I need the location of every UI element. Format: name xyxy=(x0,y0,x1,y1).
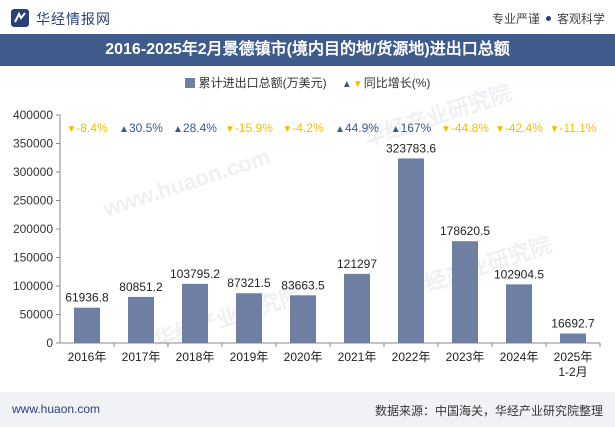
logo-icon xyxy=(11,9,29,27)
bar-value-label: 61936.8 xyxy=(65,291,109,305)
bar-value-label: 323783.6 xyxy=(386,141,436,155)
bar xyxy=(182,283,208,343)
bar xyxy=(560,333,586,343)
y-tick-label: 0 xyxy=(46,336,53,350)
x-tick-label: 2022年 xyxy=(392,350,431,364)
x-tick-label: 2019年 xyxy=(230,350,269,364)
bar xyxy=(128,296,154,343)
triangle-down-icon: ▼ xyxy=(225,124,235,135)
footer-source: 数据来源：中国海关，华经产业研究院整理 xyxy=(374,404,603,418)
y-tick-label: 250000 xyxy=(13,194,53,208)
x-tick-label: 2023年 xyxy=(446,350,485,364)
y-tick-label: 50000 xyxy=(20,308,54,322)
growth-value: -15.9% xyxy=(235,121,273,135)
bar xyxy=(74,307,100,343)
growth-label: ▼-15.9% xyxy=(225,121,273,135)
growth-value: -4.2% xyxy=(292,121,324,135)
legend-bar-swatch xyxy=(184,78,195,88)
growth-label: ▲44.9% xyxy=(335,121,379,135)
triangle-down-icon: ▼ xyxy=(441,124,451,135)
growth-label: ▲167% xyxy=(391,121,432,135)
x-tick-label: 2018年 xyxy=(176,350,215,364)
bar-value-label: 87321.5 xyxy=(227,276,271,290)
bar xyxy=(344,273,370,343)
growth-label: ▼-42.4% xyxy=(495,121,543,135)
growth-label: ▼-4.2% xyxy=(282,121,324,135)
triangle-down-icon: ▼ xyxy=(352,79,363,90)
title-bar: 2016-2025年2月景德镇市(境内目的地/货源地)进出口总额 xyxy=(0,34,615,66)
bar xyxy=(290,295,316,343)
growth-value: 30.5% xyxy=(129,121,163,135)
x-tick-label: 2024年 xyxy=(500,350,539,364)
growth-label: ▲30.5% xyxy=(119,121,163,135)
triangle-up-icon: ▲ xyxy=(335,124,345,135)
legend-item-growth: ▲▼同比增长(%) xyxy=(342,74,430,91)
legend-item-bars: 累计进出口总额(万美元) xyxy=(184,74,327,91)
slogan-left: 专业严谨 xyxy=(491,12,540,26)
y-tick-label: 400000 xyxy=(13,108,53,122)
growth-value: 44.9% xyxy=(345,121,379,135)
legend-bar-label: 累计进出口总额(万美元) xyxy=(198,76,327,90)
footer: www.huaon.com 数据来源：中国海关，华经产业研究院整理 xyxy=(0,392,615,427)
x-tick-label: 2025年 xyxy=(554,350,593,364)
triangle-down-icon: ▼ xyxy=(549,124,559,135)
x-tick-label: 2017年 xyxy=(122,350,161,364)
y-tick-label: 300000 xyxy=(13,165,53,179)
bar xyxy=(506,284,532,343)
triangle-up-icon: ▲ xyxy=(341,79,352,90)
brand-name: 华经情报网 xyxy=(36,11,111,27)
y-tick-label: 350000 xyxy=(13,137,53,151)
chart-title: 2016-2025年2月景德镇市(境内目的地/货源地)进出口总额 xyxy=(105,41,510,58)
bar-value-label: 121297 xyxy=(337,257,377,271)
triangle-down-icon: ▼ xyxy=(66,124,76,135)
x-tick-label: 2020年 xyxy=(284,350,323,364)
y-tick-label: 150000 xyxy=(13,251,53,265)
growth-label: ▼-44.8% xyxy=(441,121,489,135)
top-bar: 华经情报网 专业严谨 客观科学 xyxy=(0,0,615,34)
triangle-up-icon: ▲ xyxy=(391,124,401,135)
triangle-down-icon: ▼ xyxy=(282,124,292,135)
growth-value: -42.4% xyxy=(505,121,543,135)
growth-value: 167% xyxy=(401,121,432,135)
growth-value: -11.1% xyxy=(559,121,596,135)
x-tick-label: 2021年 xyxy=(338,350,377,364)
slogan-dot-icon xyxy=(545,16,551,22)
growth-value: -8.4% xyxy=(76,121,108,135)
chart-legend: 累计进出口总额(万美元) ▲▼同比增长(%) xyxy=(0,74,615,91)
growth-value: 28.4% xyxy=(183,121,217,135)
legend-growth-label: 同比增长(%) xyxy=(363,76,431,90)
x-tick-label: 2016年 xyxy=(68,350,107,364)
footer-website: www.huaon.com xyxy=(12,402,101,416)
bar xyxy=(452,241,478,343)
slogan: 专业严谨 客观科学 xyxy=(492,10,605,27)
bar xyxy=(236,293,262,343)
bar-value-label: 83663.5 xyxy=(281,278,325,292)
triangle-up-icon: ▲ xyxy=(173,124,183,135)
x-tick-label: 1-2月 xyxy=(558,365,587,379)
y-tick-label: 200000 xyxy=(13,222,53,236)
bar-value-label: 80851.2 xyxy=(119,280,163,294)
slogan-right: 客观科学 xyxy=(556,12,605,26)
bar-value-label: 102904.5 xyxy=(494,267,544,281)
growth-value: -44.8% xyxy=(451,121,489,135)
bar-value-label: 16692.7 xyxy=(551,316,595,330)
bar-value-label: 103795.2 xyxy=(170,267,220,281)
growth-label: ▼-8.4% xyxy=(66,121,108,135)
y-tick-label: 100000 xyxy=(13,279,53,293)
triangle-down-icon: ▼ xyxy=(495,124,505,135)
growth-label: ▼-11.1% xyxy=(549,121,596,135)
growth-label: ▲28.4% xyxy=(173,121,217,135)
bar-value-label: 178620.5 xyxy=(440,224,490,238)
bar xyxy=(398,158,424,343)
triangle-up-icon: ▲ xyxy=(119,124,129,135)
